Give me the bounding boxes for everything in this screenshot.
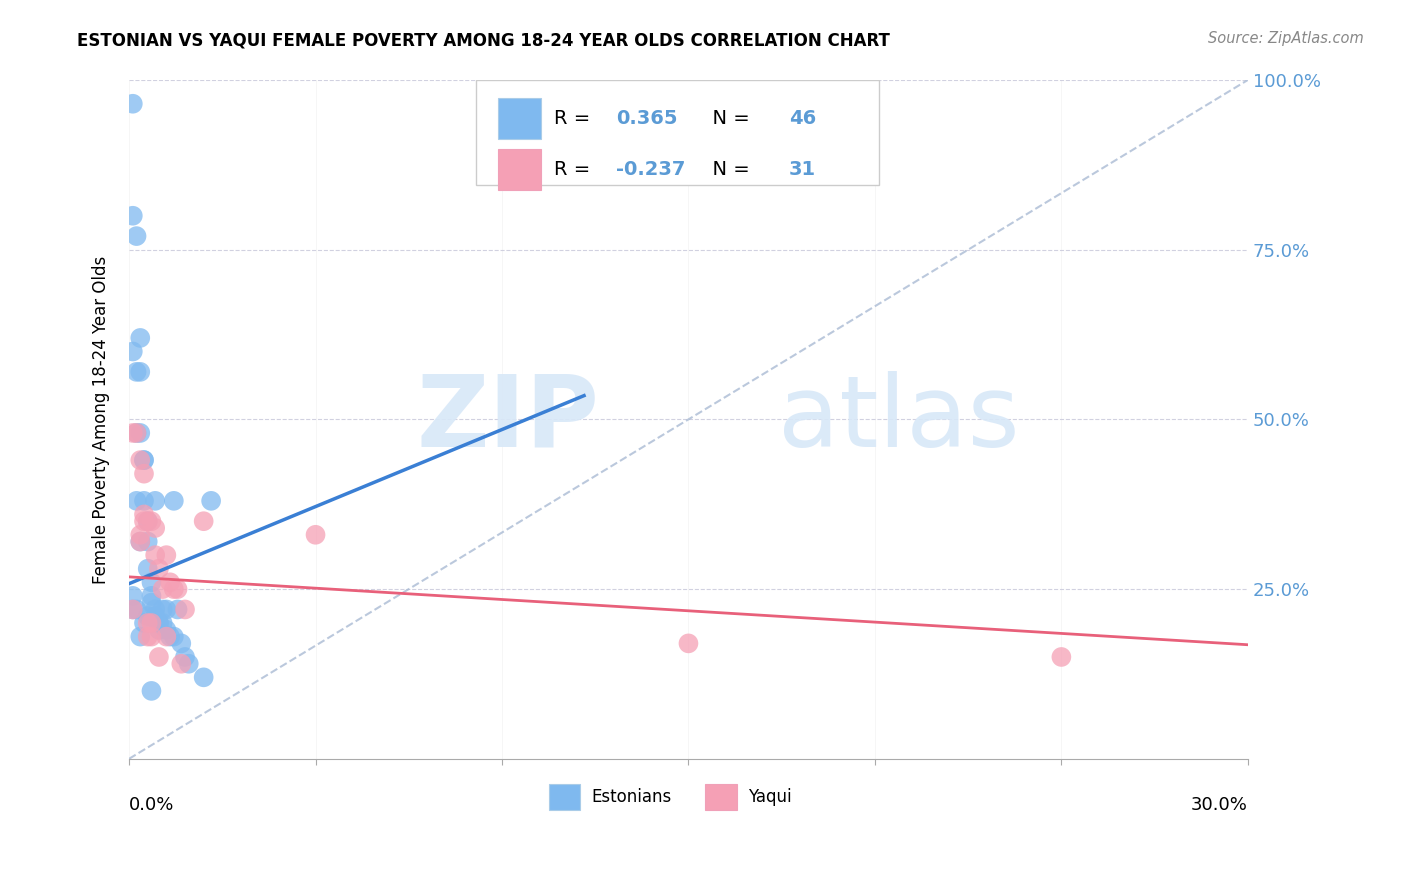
Point <box>136 615 159 630</box>
Point <box>121 96 143 111</box>
Bar <box>548 784 579 810</box>
Text: Source: ZipAtlas.com: Source: ZipAtlas.com <box>1208 31 1364 46</box>
Point <box>143 609 166 624</box>
Point <box>129 630 152 644</box>
Text: ZIP: ZIP <box>416 371 599 468</box>
Point <box>141 630 163 644</box>
Point <box>148 650 170 665</box>
Point <box>141 596 163 610</box>
Text: R =: R = <box>554 109 596 128</box>
Point <box>125 425 148 440</box>
Point <box>141 589 163 603</box>
Text: atlas: atlas <box>778 371 1019 468</box>
Point <box>132 493 155 508</box>
Point <box>125 229 148 244</box>
Point <box>200 493 222 508</box>
Point <box>121 589 143 603</box>
Point <box>143 521 166 535</box>
Point <box>132 514 155 528</box>
Point <box>141 514 163 528</box>
Bar <box>498 98 541 139</box>
Point <box>129 528 152 542</box>
Text: 30.0%: 30.0% <box>1191 797 1249 814</box>
Point <box>125 602 148 616</box>
Point <box>136 514 159 528</box>
Point <box>304 528 326 542</box>
Point <box>170 636 193 650</box>
Text: R =: R = <box>554 160 596 179</box>
Bar <box>706 784 737 810</box>
Point <box>152 615 174 630</box>
FancyBboxPatch shape <box>475 80 879 186</box>
Text: 0.0%: 0.0% <box>129 797 174 814</box>
Point <box>155 623 177 637</box>
Point <box>121 344 143 359</box>
Text: 31: 31 <box>789 160 817 179</box>
Text: 0.365: 0.365 <box>616 109 678 128</box>
Text: Yaqui: Yaqui <box>748 788 792 805</box>
Point <box>125 493 148 508</box>
Point <box>129 453 152 467</box>
Point <box>148 623 170 637</box>
Text: N =: N = <box>700 109 755 128</box>
Point <box>166 602 188 616</box>
Point <box>136 562 159 576</box>
Point <box>121 425 143 440</box>
Point <box>125 425 148 440</box>
Point <box>174 602 197 616</box>
Point <box>193 514 215 528</box>
Point <box>132 508 155 522</box>
Point <box>136 609 159 624</box>
Point <box>155 602 177 616</box>
Point <box>129 534 152 549</box>
Point <box>132 453 155 467</box>
Point <box>148 615 170 630</box>
Point <box>136 630 159 644</box>
Point <box>132 453 155 467</box>
Point <box>121 209 143 223</box>
Point <box>136 534 159 549</box>
Bar <box>498 149 541 190</box>
Point <box>141 615 163 630</box>
Point <box>143 548 166 562</box>
Point <box>678 636 700 650</box>
Point <box>166 582 188 596</box>
Point <box>121 602 143 616</box>
Text: ESTONIAN VS YAQUI FEMALE POVERTY AMONG 18-24 YEAR OLDS CORRELATION CHART: ESTONIAN VS YAQUI FEMALE POVERTY AMONG 1… <box>77 31 890 49</box>
Point <box>152 602 174 616</box>
Point <box>148 562 170 576</box>
Point <box>143 602 166 616</box>
Point <box>141 684 163 698</box>
Point <box>159 575 181 590</box>
Point <box>125 365 148 379</box>
Point <box>170 657 193 671</box>
Point <box>132 615 155 630</box>
Point <box>163 493 186 508</box>
Point <box>141 575 163 590</box>
Point <box>1050 650 1073 665</box>
Point <box>129 425 152 440</box>
Point <box>148 615 170 630</box>
Text: 46: 46 <box>789 109 817 128</box>
Point <box>155 630 177 644</box>
Point <box>155 548 177 562</box>
Point <box>121 602 143 616</box>
Point <box>129 365 152 379</box>
Point <box>129 331 152 345</box>
Text: N =: N = <box>700 160 755 179</box>
Point <box>177 657 200 671</box>
Point <box>152 582 174 596</box>
Point <box>132 467 155 481</box>
Y-axis label: Female Poverty Among 18-24 Year Olds: Female Poverty Among 18-24 Year Olds <box>93 255 110 583</box>
Point <box>129 534 152 549</box>
Point <box>163 582 186 596</box>
Point <box>174 650 197 665</box>
Point <box>143 493 166 508</box>
Text: Estonians: Estonians <box>591 788 672 805</box>
Point <box>136 514 159 528</box>
Point <box>159 630 181 644</box>
Point <box>193 670 215 684</box>
Text: -0.237: -0.237 <box>616 160 685 179</box>
Point <box>163 630 186 644</box>
